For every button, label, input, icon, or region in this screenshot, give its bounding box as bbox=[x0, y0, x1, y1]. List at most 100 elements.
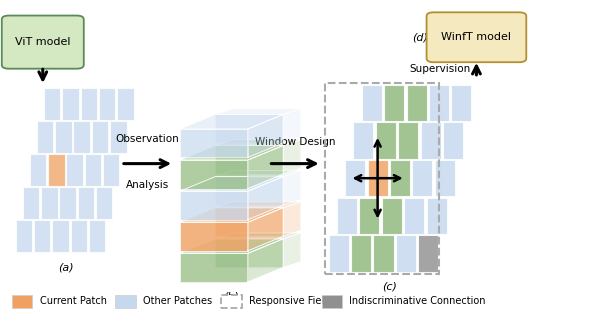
Bar bbox=[66, 154, 83, 186]
Polygon shape bbox=[283, 233, 301, 267]
Text: (a): (a) bbox=[58, 262, 74, 272]
Polygon shape bbox=[180, 114, 283, 129]
Bar bbox=[368, 160, 388, 196]
Text: Other Patches: Other Patches bbox=[143, 296, 212, 306]
Polygon shape bbox=[215, 233, 301, 239]
Bar bbox=[88, 220, 105, 252]
Text: WinfT model: WinfT model bbox=[441, 32, 512, 42]
Bar bbox=[85, 154, 101, 186]
Bar bbox=[345, 160, 365, 196]
Bar bbox=[52, 220, 68, 252]
Bar bbox=[99, 88, 115, 120]
Bar bbox=[359, 198, 379, 234]
Bar bbox=[180, 191, 248, 220]
Bar bbox=[376, 122, 396, 159]
Bar bbox=[115, 295, 136, 308]
Bar bbox=[63, 88, 79, 120]
Polygon shape bbox=[283, 140, 301, 174]
Bar bbox=[117, 88, 134, 120]
Text: (d): (d) bbox=[412, 32, 428, 42]
Bar bbox=[329, 235, 349, 272]
Bar bbox=[71, 220, 87, 252]
Polygon shape bbox=[248, 239, 283, 282]
Bar bbox=[384, 85, 404, 121]
Polygon shape bbox=[248, 114, 283, 157]
Bar bbox=[373, 235, 394, 272]
Bar bbox=[48, 154, 65, 186]
Polygon shape bbox=[180, 239, 283, 253]
Text: Indiscriminative Connection: Indiscriminative Connection bbox=[349, 296, 486, 306]
Bar bbox=[44, 88, 61, 120]
Bar bbox=[16, 220, 32, 252]
Bar bbox=[55, 121, 72, 153]
Bar bbox=[451, 85, 471, 121]
Bar bbox=[30, 154, 46, 186]
FancyBboxPatch shape bbox=[2, 16, 84, 69]
Bar bbox=[110, 121, 126, 153]
Bar bbox=[12, 295, 32, 308]
Bar bbox=[322, 295, 342, 308]
Bar bbox=[221, 295, 242, 308]
FancyBboxPatch shape bbox=[427, 12, 526, 62]
Bar bbox=[180, 160, 248, 189]
Text: (b): (b) bbox=[224, 292, 240, 302]
Text: Analysis: Analysis bbox=[126, 180, 169, 190]
Text: ViT model: ViT model bbox=[15, 37, 71, 47]
Bar bbox=[215, 239, 283, 267]
Polygon shape bbox=[283, 109, 301, 143]
Polygon shape bbox=[215, 109, 301, 114]
Polygon shape bbox=[215, 140, 301, 145]
Bar bbox=[362, 85, 382, 121]
Bar bbox=[41, 187, 58, 219]
Bar bbox=[80, 88, 97, 120]
Polygon shape bbox=[180, 145, 283, 160]
Bar bbox=[382, 198, 402, 234]
Bar bbox=[180, 253, 248, 282]
Bar bbox=[351, 235, 371, 272]
Bar bbox=[324, 83, 439, 274]
Bar bbox=[59, 187, 76, 219]
Bar bbox=[34, 220, 51, 252]
Bar bbox=[215, 177, 283, 205]
Polygon shape bbox=[248, 145, 283, 189]
Bar bbox=[398, 122, 418, 159]
Bar bbox=[429, 85, 449, 121]
Text: (c): (c) bbox=[382, 282, 397, 292]
Bar bbox=[215, 114, 283, 143]
Text: Supervision: Supervision bbox=[409, 64, 471, 74]
Bar bbox=[418, 235, 438, 272]
Bar bbox=[353, 122, 373, 159]
Polygon shape bbox=[248, 208, 283, 251]
Polygon shape bbox=[283, 202, 301, 236]
Text: Current Patch: Current Patch bbox=[40, 296, 107, 306]
Bar bbox=[421, 122, 441, 159]
Text: Responsive Field: Responsive Field bbox=[249, 296, 330, 306]
Bar bbox=[92, 121, 109, 153]
Bar bbox=[404, 198, 424, 234]
Bar bbox=[412, 160, 432, 196]
Polygon shape bbox=[248, 177, 283, 220]
Text: Window Design: Window Design bbox=[255, 137, 335, 147]
Text: Observation: Observation bbox=[116, 134, 179, 144]
Polygon shape bbox=[215, 171, 301, 177]
Bar bbox=[337, 198, 357, 234]
Bar bbox=[390, 160, 410, 196]
Bar bbox=[73, 121, 90, 153]
Bar bbox=[103, 154, 119, 186]
Polygon shape bbox=[180, 177, 283, 191]
Bar bbox=[435, 160, 455, 196]
Bar bbox=[78, 187, 94, 219]
Bar bbox=[37, 121, 53, 153]
Bar bbox=[180, 222, 248, 251]
Bar bbox=[215, 145, 283, 174]
Bar bbox=[427, 198, 447, 234]
Bar bbox=[443, 122, 463, 159]
Polygon shape bbox=[283, 171, 301, 205]
Polygon shape bbox=[215, 202, 301, 208]
Bar bbox=[180, 129, 248, 157]
Bar bbox=[407, 85, 427, 121]
Bar bbox=[23, 187, 39, 219]
Bar bbox=[96, 187, 112, 219]
Polygon shape bbox=[180, 208, 283, 222]
Bar bbox=[396, 235, 416, 272]
